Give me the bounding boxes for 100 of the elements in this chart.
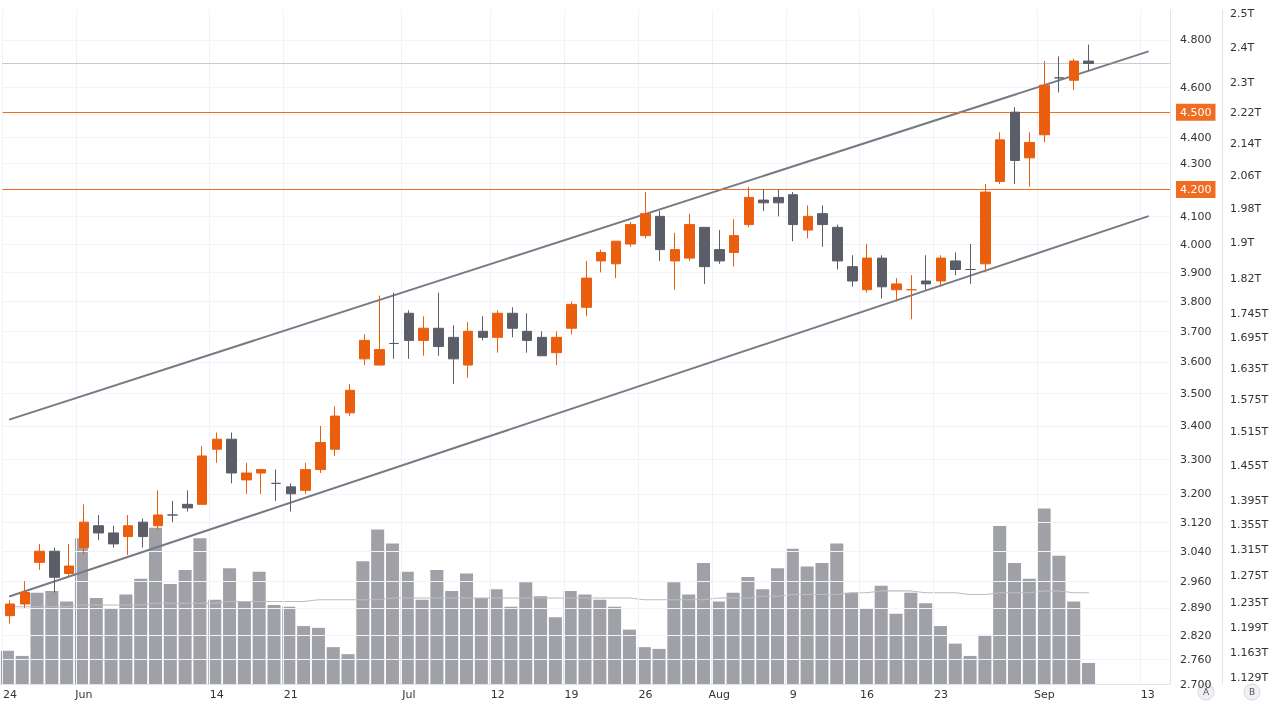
candlestick (670, 232, 680, 291)
candlestick (463, 321, 473, 379)
x-tick-label: 13 (1140, 688, 1155, 701)
candlestick (832, 224, 843, 270)
candlestick (478, 315, 488, 341)
candlestick (256, 469, 266, 495)
candlestick (197, 445, 207, 505)
candlestick (93, 514, 104, 541)
bar (696, 562, 710, 684)
candlestick (684, 213, 695, 262)
candlestick (803, 205, 813, 239)
candlestick (1039, 60, 1050, 143)
y2-tick-label: 2.14T (1230, 136, 1262, 150)
y2-tick-label: 1.395T (1230, 494, 1269, 508)
candlestick (433, 292, 444, 357)
bar (1007, 562, 1022, 684)
text: B (1248, 687, 1256, 697)
y-tick-label: 3.700 (1180, 324, 1212, 338)
bar (948, 643, 962, 684)
candlestick (625, 221, 636, 248)
bar (148, 527, 163, 684)
y2-tick-label: 1.235T (1230, 595, 1269, 609)
ref-line-label: 4.500 (1180, 105, 1212, 119)
text: A (1202, 687, 1210, 697)
y2-tick-label: 1.9T (1230, 236, 1255, 250)
bar (460, 573, 474, 684)
y2-tick-label: 1.575T (1230, 392, 1269, 406)
candlestick (271, 469, 281, 502)
candlestick (20, 580, 30, 609)
bar (474, 597, 488, 684)
candlestick (906, 274, 917, 320)
candlestick (330, 405, 340, 457)
candlestick (788, 191, 798, 242)
candlestick (1054, 55, 1064, 93)
y2-tick-label: 1.82T (1230, 271, 1262, 285)
y2-tick-label: 2.3T (1230, 76, 1255, 90)
y2-tick-label: 2.06T (1230, 168, 1262, 182)
y2-tick-label: 1.355T (1230, 518, 1269, 532)
candlestick (699, 226, 710, 285)
candlestick (714, 229, 725, 265)
candlestick (153, 489, 163, 530)
bar (134, 578, 148, 684)
bar (60, 601, 74, 684)
bar (771, 568, 785, 684)
y-tick-label: 4.000 (1180, 237, 1212, 251)
x-tick-label: Jul (401, 688, 416, 701)
bar (548, 617, 562, 684)
y-tick-label: 3.200 (1180, 487, 1212, 501)
y-tick-label: 4.400 (1180, 130, 1212, 144)
bar (933, 626, 947, 684)
bar (1022, 578, 1036, 684)
candlestick (359, 333, 370, 366)
bar (223, 568, 237, 684)
bar (371, 529, 385, 684)
y2-tick-label: 1.163T (1230, 646, 1269, 660)
bar (622, 629, 636, 684)
y2-tick-label: 1.275T (1230, 569, 1269, 583)
x-tick-label: Jun (74, 688, 93, 701)
candlestick (537, 330, 547, 357)
y-tick-label: 2.760 (1180, 652, 1212, 666)
y-tick-label: 2.960 (1180, 574, 1212, 588)
candlestick (936, 254, 946, 288)
y2-tick-label: 1.455T (1230, 458, 1269, 472)
y2-tick-label: 1.129T (1230, 670, 1269, 684)
y2-tick-label: 1.315T (1230, 543, 1269, 557)
candlestick (5, 599, 15, 624)
y2-tick-label: 1.98T (1230, 201, 1262, 215)
candlestick (744, 186, 754, 228)
bar (1082, 662, 1096, 684)
candlestick (862, 243, 872, 294)
candlestick (389, 292, 399, 360)
x-tick-label: Aug (708, 688, 731, 701)
candlestick (817, 205, 828, 248)
bar (682, 594, 696, 684)
y-tick-label: 3.500 (1180, 386, 1212, 400)
bar (237, 601, 251, 684)
bar (919, 603, 933, 684)
candlestick (847, 254, 858, 288)
x-tick-label: 21 (283, 688, 298, 701)
bar (845, 592, 859, 684)
ref-line-label: 4.200 (1180, 182, 1212, 196)
candlestick (1069, 58, 1079, 91)
candlestick (64, 543, 74, 578)
bar (859, 608, 873, 684)
bar (756, 589, 770, 684)
candlestick (418, 315, 429, 357)
y-tick-label: 3.040 (1180, 544, 1212, 558)
y-tick-label: 3.400 (1180, 419, 1212, 433)
candlestick (315, 425, 326, 474)
candlestick (995, 131, 1005, 185)
bar (637, 647, 651, 684)
x-tick-label: 24 (2, 688, 17, 701)
bar (15, 655, 29, 684)
bar (608, 606, 622, 684)
bar (993, 526, 1007, 684)
candlestick (138, 518, 148, 549)
bar (519, 582, 533, 684)
candlestick (286, 482, 296, 512)
candlestick (226, 432, 237, 484)
bar (1067, 601, 1081, 684)
